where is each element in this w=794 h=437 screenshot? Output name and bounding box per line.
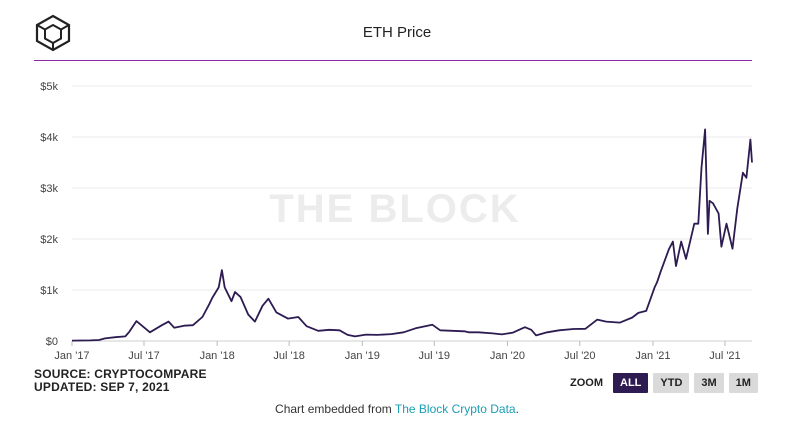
x-tick-label: Jul '19 xyxy=(419,350,450,362)
x-axis: Jan '17 Jul '17 Jan '18 Jul '18 Jan '19 Jul '… xyxy=(54,341,741,362)
title-divider xyxy=(34,60,752,61)
x-tick-label: Jul '17 xyxy=(128,350,159,362)
embed-footer: Chart embedded from The Block Crypto Dat… xyxy=(0,402,794,416)
zoom-all-button[interactable]: ALL xyxy=(613,373,649,393)
footer-prefix: Chart embedded from xyxy=(275,402,395,416)
footer-suffix: . xyxy=(515,402,519,416)
watermark: THE BLOCK xyxy=(269,187,520,231)
y-tick-label: $5k xyxy=(40,81,58,93)
x-tick-label: Jan '19 xyxy=(345,350,380,362)
x-tick-label: Jan '17 xyxy=(54,350,89,362)
zoom-label: ZOOM xyxy=(570,377,603,389)
cube-logo-icon xyxy=(35,14,71,52)
x-tick-label: Jul '20 xyxy=(564,350,595,362)
chart-title: ETH Price xyxy=(362,24,432,41)
x-tick-label: Jul '21 xyxy=(709,350,740,362)
the-block-data-link[interactable]: The Block Crypto Data xyxy=(394,402,516,416)
x-tick-label: Jul '18 xyxy=(273,350,304,362)
price-line xyxy=(71,128,753,342)
x-tick-label: Jan '20 xyxy=(490,350,525,362)
y-tick-label: $0 xyxy=(46,336,58,348)
y-tick-label: $3k xyxy=(40,183,58,195)
updated-line: UPDATED: SEP 7, 2021 xyxy=(34,380,170,394)
y-axis-labels: $0 $1k $2k $3k $4k $5k xyxy=(40,81,58,348)
grid-lines xyxy=(72,85,752,342)
x-tick-label: Jan '21 xyxy=(635,350,670,362)
zoom-ytd-button[interactable]: YTD xyxy=(653,373,690,393)
y-tick-label: $2k xyxy=(40,234,58,246)
zoom-controls: ZOOM ALL YTD 3M 1M xyxy=(570,372,758,394)
y-tick-label: $1k xyxy=(40,285,58,297)
source-block: SOURCE: CRYPTOCOMPARE UPDATED: SEP 7, 20… xyxy=(34,368,207,394)
source-line: SOURCE: CRYPTOCOMPARE xyxy=(34,367,207,381)
zoom-1m-button[interactable]: 1M xyxy=(728,373,758,393)
y-tick-label: $4k xyxy=(40,132,58,144)
x-tick-label: Jan '18 xyxy=(200,350,235,362)
zoom-3m-button[interactable]: 3M xyxy=(694,373,724,393)
